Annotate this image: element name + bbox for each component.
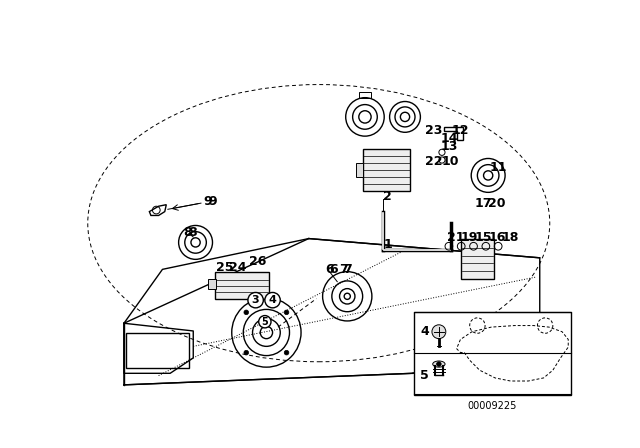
Text: 1: 1: [383, 238, 392, 251]
Text: 10: 10: [442, 155, 460, 168]
FancyBboxPatch shape: [208, 279, 216, 289]
Text: 25: 25: [216, 261, 233, 274]
FancyBboxPatch shape: [215, 271, 269, 299]
Text: 8: 8: [188, 226, 196, 239]
Text: 16: 16: [488, 231, 506, 244]
Circle shape: [248, 293, 263, 308]
FancyBboxPatch shape: [356, 163, 364, 177]
FancyBboxPatch shape: [363, 149, 410, 191]
Text: 9: 9: [204, 195, 212, 208]
Circle shape: [432, 325, 446, 339]
Text: 11: 11: [490, 161, 508, 174]
Circle shape: [284, 310, 289, 314]
Text: 14: 14: [440, 132, 458, 145]
Circle shape: [259, 315, 271, 328]
Text: 4: 4: [420, 325, 429, 338]
Text: 20: 20: [488, 198, 506, 211]
Text: 5: 5: [420, 369, 429, 382]
Text: 15: 15: [474, 231, 492, 244]
Text: 13: 13: [440, 140, 458, 153]
Text: 26: 26: [250, 255, 267, 268]
Text: 2: 2: [383, 190, 392, 202]
Text: 23: 23: [425, 124, 442, 137]
Circle shape: [244, 310, 248, 314]
Text: 00009225: 00009225: [467, 401, 516, 411]
Ellipse shape: [433, 361, 445, 367]
Text: 19: 19: [460, 231, 478, 244]
Text: 12: 12: [451, 124, 468, 137]
Text: 7: 7: [339, 263, 348, 276]
FancyBboxPatch shape: [461, 238, 493, 279]
Circle shape: [244, 350, 248, 355]
Circle shape: [284, 350, 289, 355]
Text: 3: 3: [252, 295, 259, 305]
FancyBboxPatch shape: [414, 312, 570, 395]
Circle shape: [265, 293, 280, 308]
Text: 6: 6: [325, 263, 334, 276]
Text: 4: 4: [269, 295, 276, 305]
Text: 18: 18: [502, 231, 520, 244]
Text: 7: 7: [344, 263, 352, 276]
Text: 24: 24: [230, 261, 247, 274]
Text: 5: 5: [262, 317, 268, 327]
Text: 6: 6: [330, 263, 338, 276]
Text: 8: 8: [184, 226, 192, 239]
Text: 9: 9: [208, 195, 216, 208]
Text: 22: 22: [425, 155, 442, 168]
Circle shape: [436, 362, 441, 366]
Text: 21: 21: [447, 231, 464, 244]
Text: 17: 17: [474, 198, 492, 211]
